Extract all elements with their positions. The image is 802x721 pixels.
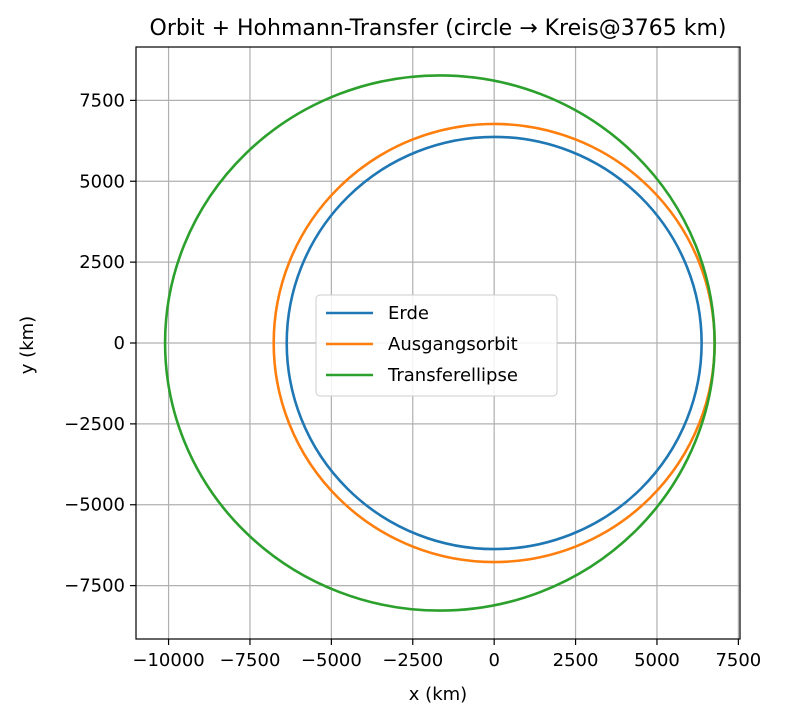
series-group [163,74,716,612]
x-tick-label: −10000 [132,650,204,671]
legend-label: Transferellipse [387,365,518,386]
grid [136,47,740,639]
series-transferellipse [163,74,716,612]
y-tick-label: 2500 [79,252,125,273]
y-tick-label: 7500 [79,90,125,111]
x-tick-label: 2500 [553,650,599,671]
x-tick-label: 0 [488,650,499,671]
y-tick-label: −5000 [64,495,125,516]
x-tick-label: 5000 [634,650,680,671]
legend: Erde Ausgangsorbit Transferellipse [315,294,558,397]
ticks: −10000 −7500 −5000 −2500 0 2500 5000 7500−7500−… [64,90,761,671]
x-tick-label: −7500 [220,650,281,671]
x-tick-label: 7500 [715,650,761,671]
y-tick-label: −7500 [64,576,125,597]
x-tick-label: −5000 [301,650,362,671]
chart-title: Orbit + Hohmann-Transfer (circle → Kreis… [150,16,727,41]
legend-label: Ausgangsorbit [388,334,518,355]
series-erde [285,135,703,551]
legend-box [315,294,558,397]
y-tick-label: 5000 [79,171,125,192]
x-axis-label: x (km) [409,684,467,705]
x-tick-label: −2500 [382,650,443,671]
y-axis-label: y (km) [17,316,38,374]
y-tick-label: 0 [114,333,125,354]
y-tick-label: −2500 [64,414,125,435]
legend-label: Erde [388,303,429,324]
